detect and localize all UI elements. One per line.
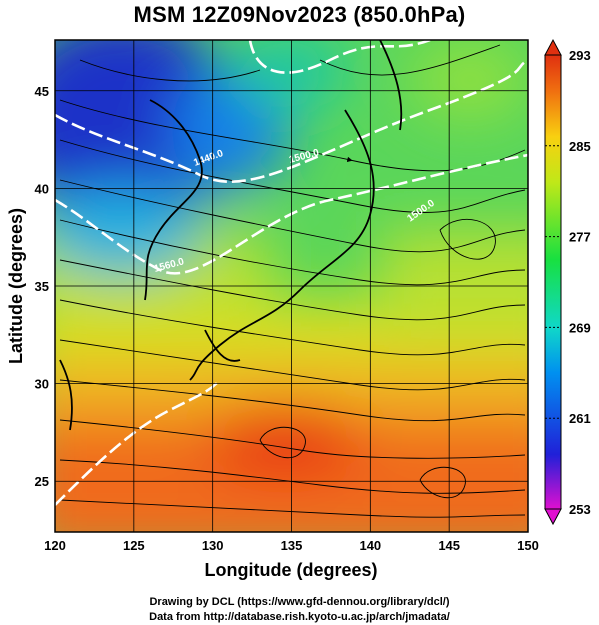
y-tick-label: 40 bbox=[35, 181, 49, 196]
colorbar-tick-label: 293 bbox=[569, 48, 591, 63]
colorbar-tick-label: 253 bbox=[569, 502, 591, 517]
x-tick-label: 125 bbox=[123, 538, 145, 553]
colorbar-tick-label: 277 bbox=[569, 230, 591, 245]
credit-drawing: Drawing by DCL (https://www.gfd-dennou.o… bbox=[149, 596, 450, 608]
y-tick-label: 30 bbox=[35, 377, 49, 392]
x-tick-label: 130 bbox=[202, 538, 224, 553]
x-tick-label: 135 bbox=[281, 538, 303, 553]
colorbar-tick-label: 269 bbox=[569, 320, 591, 335]
colorbar: 293 285 277 269 261 253 bbox=[544, 38, 591, 526]
x-tick-label: 140 bbox=[359, 538, 381, 553]
y-tick-label: 35 bbox=[35, 279, 49, 294]
colorbar-min-arrow bbox=[544, 508, 562, 526]
y-tick-label: 25 bbox=[35, 474, 49, 489]
temperature-field bbox=[55, 40, 528, 532]
colorbar-max-arrow bbox=[544, 38, 562, 56]
y-axis-title: Latitude (degrees) bbox=[6, 208, 26, 364]
x-tick-label: 120 bbox=[44, 538, 66, 553]
streamlines bbox=[59, 44, 526, 518]
y-axis-ticks: 25 30 35 40 45 bbox=[35, 84, 49, 489]
grid-lines bbox=[55, 40, 528, 532]
credit-data-source: Data from http://database.rish.kyoto-u.a… bbox=[149, 611, 450, 623]
y-tick-label: 45 bbox=[35, 84, 49, 99]
x-axis-ticks: 120 125 130 135 140 145 150 bbox=[44, 538, 539, 553]
colorbar-gradient bbox=[544, 54, 562, 510]
chart-title: MSM 12Z09Nov2023 (850.0hPa) bbox=[133, 2, 466, 27]
colorbar-ticks: 293 285 277 269 261 253 bbox=[545, 48, 591, 517]
contour-lines bbox=[55, 40, 528, 506]
x-tick-label: 150 bbox=[517, 538, 539, 553]
colorbar-tick-label: 261 bbox=[569, 411, 591, 426]
x-axis-title: Longitude (degrees) bbox=[204, 560, 377, 580]
x-tick-label: 145 bbox=[438, 538, 460, 553]
plot-frame bbox=[54, 39, 529, 533]
colorbar-tick-label: 285 bbox=[569, 139, 591, 154]
